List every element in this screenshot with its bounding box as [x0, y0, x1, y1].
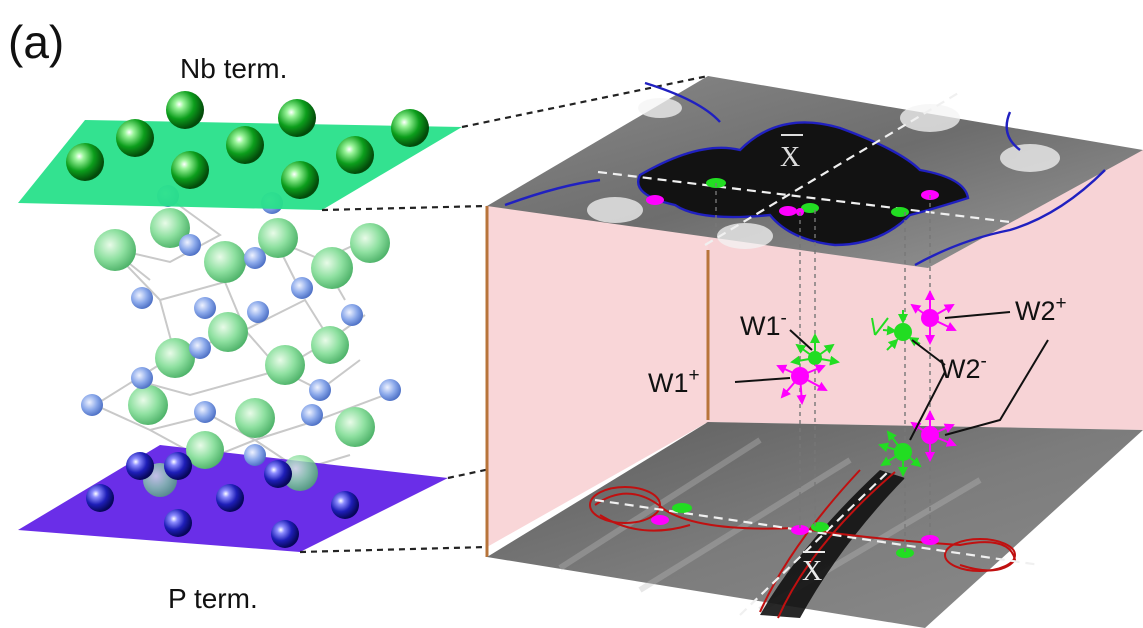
top-surface-bright-spots: [587, 98, 1060, 249]
bulk-p-atom: [341, 304, 363, 326]
top-surface-dark-feature: [638, 122, 968, 245]
weyl-node-w2-plus-upper: [910, 290, 957, 345]
p-atom: [331, 491, 359, 519]
p-atom: [126, 452, 154, 480]
bulk-p-atom: [194, 297, 216, 319]
bottom-weyl-projection-negative: [811, 522, 829, 532]
label-leader-lines: [734, 311, 1049, 441]
bulk-nb-atom: [128, 385, 168, 425]
bulk-nb-atom: [186, 431, 224, 469]
p-atom: [216, 484, 244, 512]
p-atom: [164, 452, 192, 480]
bulk-nb-atom: [311, 247, 353, 289]
weyl-node-w2-minus-upper: [871, 310, 921, 351]
w2-minus-label-base: W2: [940, 354, 981, 384]
w1-minus-label-sup: -: [781, 308, 787, 329]
bulk-atoms: [81, 185, 401, 497]
bulk-nb-atom: [311, 326, 349, 364]
bulk-p-atom: [244, 444, 266, 466]
bulk-p-atom: [244, 247, 266, 269]
w2-plus-label-sup: +: [1056, 293, 1067, 314]
bottom-x-point-label: X: [802, 556, 822, 587]
w1-plus-label-sup: +: [689, 365, 700, 386]
bulk-p-atom: [194, 401, 216, 423]
panel-label: (a): [8, 16, 64, 68]
nb-atom: [66, 143, 104, 181]
crystal-structure: [18, 91, 462, 552]
top-weyl-projection-negative: [891, 207, 909, 217]
p-atom: [86, 484, 114, 512]
bulk-nb-atom: [94, 229, 136, 271]
bulk-nb-atom: [350, 223, 390, 263]
top-weyl-projection-positive: [646, 195, 664, 205]
bulk-nb-atom: [150, 208, 190, 248]
bottom-weyl-projection-negative: [896, 548, 914, 558]
nb-termination-label: Nb term.: [180, 53, 287, 84]
bottom-weyl-projection-positive: [651, 515, 669, 525]
brillouin-zone-box: X X: [485, 76, 1143, 628]
p-atom: [271, 520, 299, 548]
nb-atom: [171, 151, 209, 189]
weyl-node-w2-minus-lower: [878, 430, 922, 477]
w1-plus-label-base: W1: [648, 368, 689, 398]
bulk-nb-atom: [235, 398, 275, 438]
bulk-nb-atom: [335, 407, 375, 447]
nb-atom: [336, 136, 374, 174]
top-weyl-projection-positive: [779, 206, 797, 216]
p-atom: [164, 509, 192, 537]
weyl-node-w1-plus: [776, 364, 828, 405]
bottom-axis-line: [739, 469, 891, 616]
w2-minus-label-sup: -: [981, 351, 987, 372]
fermi-arc-top: [637, 121, 970, 247]
p-termination-label: P term.: [168, 583, 258, 614]
w1-plus-label: W1+: [648, 365, 700, 398]
bulk-nb-atom: [282, 455, 318, 491]
nb-atom: [281, 161, 319, 199]
fermi-arc-bottom: [599, 469, 896, 619]
p-atom: [264, 460, 292, 488]
bulk-nb-atom: [155, 338, 195, 378]
bulk-p-atom: [301, 404, 323, 426]
box-left-face: [487, 180, 708, 547]
fermi-pocket-bottom: [944, 538, 1016, 572]
bulk-p-atom: [131, 367, 153, 389]
fermi-pocket-bottom: [589, 486, 661, 524]
top-axis-line: [597, 170, 1011, 224]
bottom-surface-dark-feature: [760, 470, 905, 618]
nb-atom: [278, 99, 316, 137]
w2-minus-label: W2-: [940, 351, 987, 384]
fermi-arc-top: [504, 81, 1106, 267]
bulk-nb-atom: [265, 345, 305, 385]
bulk-nb-atom: [204, 241, 246, 283]
weyl-node-w2-minus: [894, 323, 912, 341]
top-x-point-label: X: [780, 142, 800, 173]
bottom-weyl-projection-negative: [672, 503, 692, 513]
nb-surface-atoms: [66, 91, 429, 199]
w2-plus-label-base: W2: [1015, 296, 1056, 326]
bulk-p-atom: [247, 301, 269, 323]
bulk-p-atom: [131, 287, 153, 309]
bulk-p-atom: [309, 379, 331, 401]
bulk-p-atom: [81, 394, 103, 416]
w2-plus-label: W2+: [1015, 293, 1067, 326]
bulk-p-atom: [379, 379, 401, 401]
bulk-p-atom: [179, 234, 201, 256]
top-axis-line: [704, 91, 961, 246]
bulk-p-atom: [291, 277, 313, 299]
nb-atom: [226, 126, 264, 164]
nb-atom: [391, 109, 429, 147]
bulk-p-atom: [189, 337, 211, 359]
bulk-nb-atom: [258, 218, 298, 258]
w1-minus-label: W1-: [740, 308, 787, 341]
bottom-weyl-projection-positive: [791, 525, 809, 535]
nb-atom: [116, 119, 154, 157]
bulk-nb-atom: [208, 312, 248, 352]
p-surface-atoms: [86, 452, 359, 548]
weyl-node-w1-minus: [790, 333, 840, 366]
w1-minus-label-base: W1: [740, 311, 781, 341]
nb-atom: [166, 91, 204, 129]
weyl-node-w2-plus-lower: [910, 410, 957, 462]
vertical-projection-lines: [715, 183, 931, 553]
